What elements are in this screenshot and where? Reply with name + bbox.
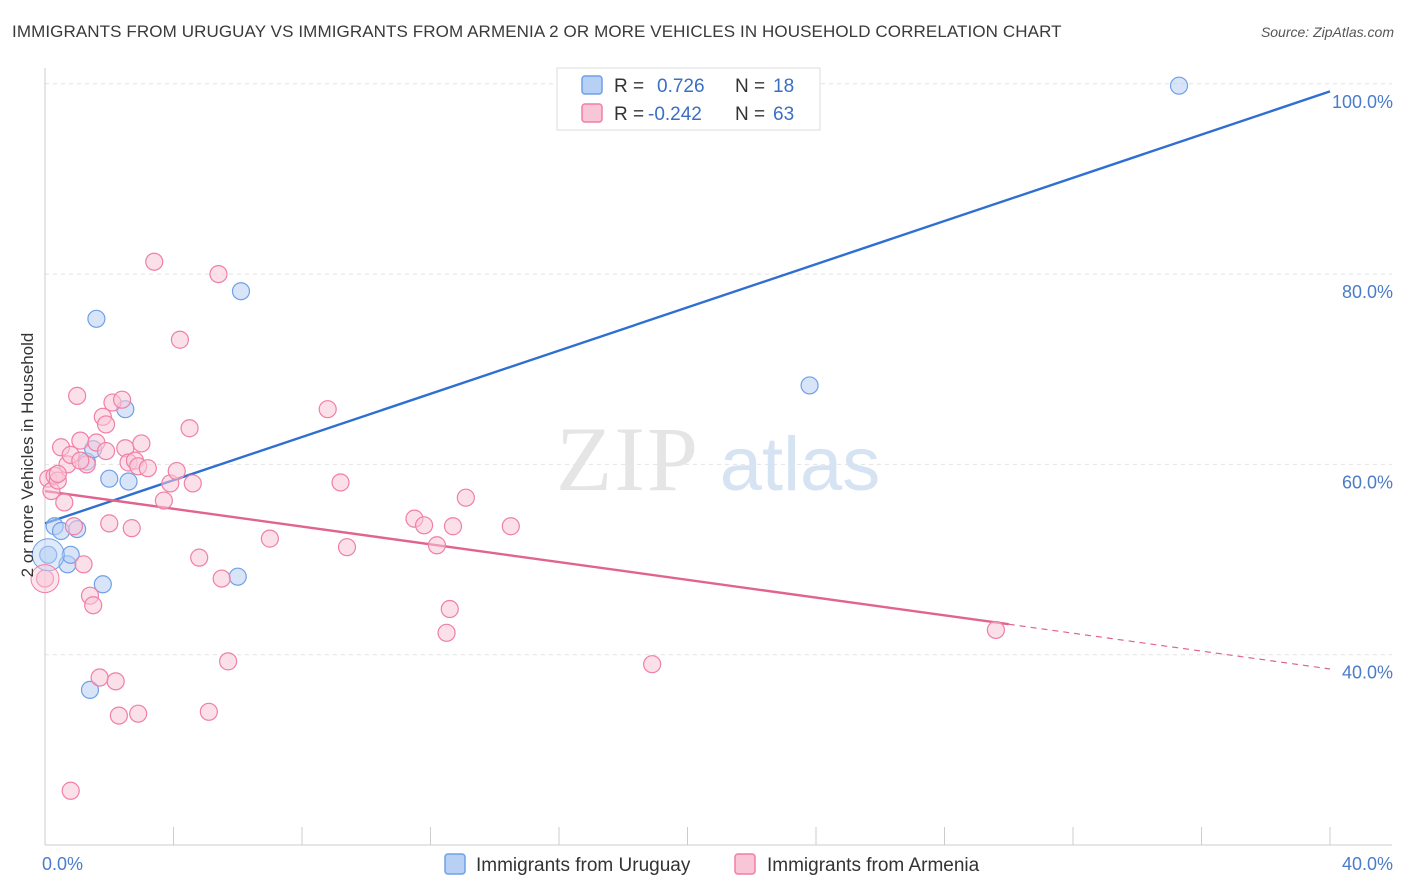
x-tick-label-1: 40.0% [1342, 854, 1393, 874]
point-armenia-50 [437, 623, 456, 642]
point-armenia-34 [167, 461, 186, 481]
watermark-zip: ZIP [556, 408, 700, 510]
point-armenia-20 [100, 514, 119, 533]
point-armenia-57 [61, 781, 80, 800]
point-uruguay-13 [80, 680, 100, 700]
point-armenia-24 [112, 390, 132, 409]
data-points [30, 76, 1189, 800]
legend-n-value-1: 63 [773, 104, 794, 125]
point-armenia-44 [318, 400, 337, 419]
point-armenia-23 [109, 706, 128, 725]
point-armenia-19 [96, 415, 116, 434]
legend-n-label-1: N = [735, 104, 765, 125]
point-armenia-38 [190, 548, 209, 567]
x-tick-label-0: 0.0% [42, 854, 83, 874]
point-armenia-54 [501, 517, 520, 536]
point-armenia-58 [71, 451, 90, 470]
point-armenia-55 [643, 655, 662, 674]
trend-line-armenia-extension [1008, 623, 1331, 670]
legend-r-value-1: -0.242 [648, 104, 702, 125]
axes [44, 68, 1392, 846]
point-armenia-9 [64, 517, 84, 536]
bottom-legend-swatch-uruguay [444, 853, 466, 875]
point-armenia-30 [132, 434, 151, 453]
point-armenia-40 [209, 264, 228, 284]
point-armenia-27 [122, 519, 141, 538]
point-armenia-large [30, 564, 60, 594]
y-axis-label: 2 or more Vehicles in Household [18, 333, 37, 578]
point-armenia-45 [331, 473, 350, 492]
point-armenia-10 [68, 386, 87, 405]
bottom-legend: Immigrants from Uruguay Immigrants from … [444, 853, 980, 876]
chart-title: IMMIGRANTS FROM URUGUAY VS IMMIGRANTS FR… [12, 22, 1062, 41]
legend-r-value-0: 0.726 [657, 76, 705, 97]
point-armenia-53 [456, 488, 475, 507]
y-tick-label-3: 100.0% [1332, 92, 1393, 112]
legend-r-label-0: R = [614, 76, 644, 97]
point-armenia-62 [96, 441, 116, 461]
point-armenia-49 [427, 536, 447, 555]
point-armenia-15 [84, 596, 103, 615]
gridlines [45, 83, 1392, 656]
legend-n-value-0: 18 [773, 76, 794, 97]
point-armenia-60 [138, 459, 157, 478]
legend-n-label-0: N = [735, 76, 765, 97]
point-armenia-31 [145, 252, 164, 271]
point-uruguay-12 [119, 472, 138, 491]
tick-labels: 40.0% 60.0% 80.0% 100.0% 0.0% 40.0% [42, 92, 1393, 874]
bottom-legend-label-uruguay: Immigrants from Uruguay [476, 855, 691, 876]
point-armenia-39 [199, 702, 218, 721]
point-armenia-12 [74, 555, 93, 574]
point-uruguay-16 [800, 376, 819, 395]
y-tick-label-1: 60.0% [1342, 472, 1393, 492]
point-armenia-11 [71, 431, 90, 450]
point-armenia-56 [986, 620, 1006, 640]
point-armenia-48 [414, 516, 434, 535]
point-armenia-32 [154, 491, 173, 510]
trend-lines [44, 90, 1331, 670]
point-uruguay-large [31, 538, 65, 572]
bottom-legend-label-armenia: Immigrants from Armenia [767, 855, 980, 876]
point-armenia-6 [55, 493, 74, 512]
point-uruguay-10 [100, 469, 119, 488]
point-uruguay-17 [1169, 76, 1189, 95]
source-credit: Source: ZipAtlas.com [1260, 24, 1394, 40]
point-uruguay-15 [231, 282, 251, 301]
y-tick-label-0: 40.0% [1342, 663, 1393, 683]
bottom-legend-swatch-armenia [734, 853, 756, 875]
point-armenia-61 [48, 464, 67, 484]
legend-r-label-1: R = [614, 104, 644, 125]
point-armenia-35 [170, 330, 190, 349]
point-armenia-22 [106, 672, 125, 691]
point-armenia-46 [337, 538, 357, 557]
point-armenia-37 [183, 474, 202, 493]
y-tick-label-2: 80.0% [1342, 282, 1393, 302]
point-armenia-43 [260, 529, 279, 548]
point-armenia-41 [212, 569, 231, 588]
point-armenia-36 [180, 419, 199, 438]
legend-swatch-uruguay [581, 75, 603, 95]
trend-line-uruguay [44, 90, 1331, 525]
point-uruguay-0 [39, 545, 58, 564]
point-armenia-59 [129, 704, 148, 723]
point-armenia-52 [443, 517, 463, 536]
point-armenia-17 [90, 668, 109, 687]
legend-swatch-armenia [581, 103, 603, 123]
point-uruguay-4 [61, 545, 80, 564]
trend-line-armenia [44, 489, 1009, 626]
watermark: ZIP atlas [556, 408, 880, 510]
point-uruguay-8 [87, 309, 106, 328]
point-uruguay-9 [93, 575, 112, 594]
point-uruguay-14 [228, 567, 247, 586]
point-armenia-51 [440, 599, 459, 619]
point-armenia-42 [219, 652, 238, 671]
legend-box: R = 0.726 N = 18 R = -0.242 N = 63 [556, 67, 821, 131]
watermark-atlas: atlas [720, 422, 881, 507]
